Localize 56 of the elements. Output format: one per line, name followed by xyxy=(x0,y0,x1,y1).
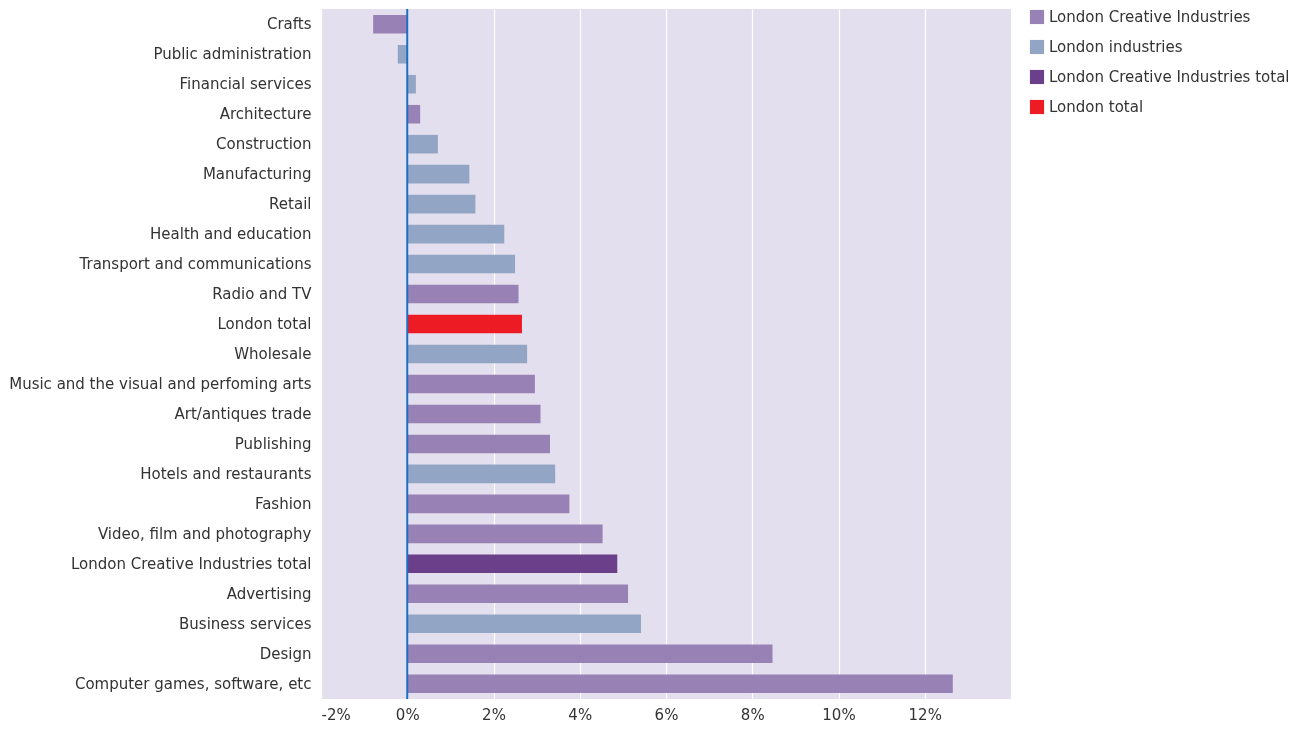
y-tick-label: Retail xyxy=(269,195,312,214)
y-tick-label: London total xyxy=(217,315,312,334)
bar xyxy=(373,14,408,34)
legend-label: London Creative Industries total xyxy=(1049,68,1290,86)
y-tick-label: London Creative Industries total xyxy=(70,554,312,573)
bar xyxy=(407,404,541,424)
y-tick-label: Video, film and photography xyxy=(97,524,312,543)
bar xyxy=(407,104,421,124)
y-tick-label: Hotels and restaurants xyxy=(140,464,312,483)
bar xyxy=(407,614,641,634)
x-tick-label: -2% xyxy=(321,705,351,724)
y-tick-label: Art/antiques trade xyxy=(174,404,312,423)
x-tick-label: 12% xyxy=(908,705,942,724)
y-tick-label: Public administration xyxy=(153,45,312,64)
x-tick-label: 2% xyxy=(482,705,506,724)
x-tick-label: 4% xyxy=(568,705,593,724)
bar xyxy=(407,644,773,664)
bar xyxy=(407,194,476,214)
legend-label: London Creative Industries xyxy=(1049,8,1251,26)
legend-label: London industries xyxy=(1049,38,1183,56)
y-tick-label: Design xyxy=(259,644,312,663)
y-tick-label: Advertising xyxy=(226,584,312,603)
bar xyxy=(407,224,505,244)
bar xyxy=(407,134,438,154)
y-tick-label: Fashion xyxy=(254,494,312,513)
x-tick-label: 0% xyxy=(395,705,420,724)
bar xyxy=(407,524,603,544)
x-tick-label: 6% xyxy=(654,705,679,724)
bar xyxy=(407,674,953,694)
y-tick-label: Construction xyxy=(215,135,312,154)
bar xyxy=(407,164,470,184)
y-tick-label: Computer games, software, etc xyxy=(74,674,312,693)
y-tick-label: Business services xyxy=(179,614,312,633)
y-tick-label: Publishing xyxy=(234,434,312,453)
bar xyxy=(407,374,535,394)
y-tick-label: Transport and communications xyxy=(78,255,312,274)
bar xyxy=(407,284,519,304)
y-tick-label: Wholesale xyxy=(234,345,312,363)
legend-label: London total xyxy=(1049,98,1144,116)
y-tick-label: Music and the visual and perfoming arts xyxy=(9,374,312,393)
bar xyxy=(407,434,550,454)
y-tick-label: Financial services xyxy=(179,75,312,94)
y-tick-label: Architecture xyxy=(219,105,312,124)
y-tick-label: Crafts xyxy=(266,15,312,34)
bar xyxy=(407,254,516,274)
bar xyxy=(407,554,618,574)
bar xyxy=(407,314,522,334)
bar xyxy=(407,464,556,484)
bar xyxy=(407,494,570,514)
bar xyxy=(407,344,528,364)
bar xyxy=(407,584,629,604)
y-tick-label: Radio and TV xyxy=(212,285,313,304)
y-tick-label: Manufacturing xyxy=(202,165,312,184)
x-tick-label: 10% xyxy=(822,705,856,724)
x-tick-label: 8% xyxy=(740,705,765,724)
y-tick-label: Health and education xyxy=(150,225,312,244)
